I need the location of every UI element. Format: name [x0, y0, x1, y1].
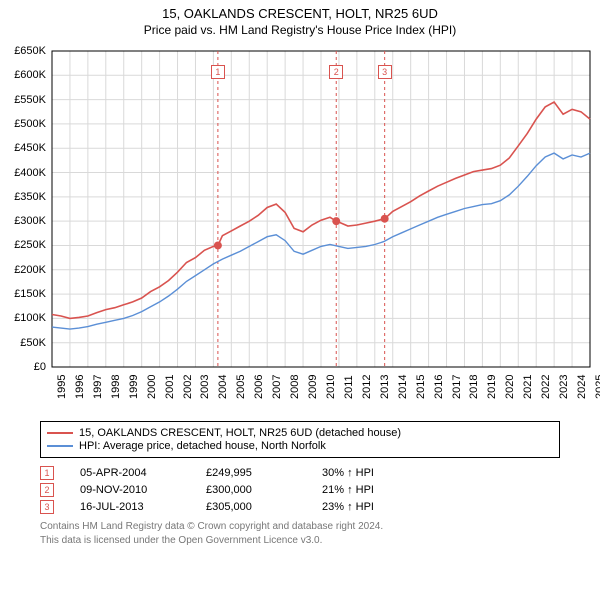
titles: 15, OAKLANDS CRESCENT, HOLT, NR25 6UD Pr…	[0, 0, 600, 37]
x-tick-label: 2001	[164, 375, 176, 399]
x-tick-label: 2024	[576, 375, 588, 399]
footer-line-2: This data is licensed under the Open Gov…	[40, 534, 560, 548]
x-tick-label: 2008	[289, 375, 301, 399]
x-tick-label: 2018	[468, 375, 480, 399]
sale-price: £305,000	[206, 501, 296, 513]
sale-marker: 3	[40, 500, 54, 514]
chart-subtitle: Price paid vs. HM Land Registry's House …	[0, 23, 600, 37]
sale-date: 05-APR-2004	[80, 467, 180, 479]
x-tick-label: 2013	[379, 375, 391, 399]
sale-point	[332, 217, 340, 225]
annotation-marker: 2	[329, 65, 343, 79]
x-tick-label: 2005	[235, 375, 247, 399]
x-tick-label: 2017	[451, 375, 463, 399]
y-tick-label: £650K	[6, 45, 46, 57]
y-tick-label: £100K	[6, 312, 46, 324]
x-tick-label: 2022	[540, 375, 552, 399]
x-tick-label: 2021	[522, 375, 534, 399]
x-tick-label: 2003	[199, 375, 211, 399]
sale-marker: 1	[40, 466, 54, 480]
y-tick-label: £150K	[6, 288, 46, 300]
y-tick-label: £600K	[6, 69, 46, 81]
footer-line-1: Contains HM Land Registry data © Crown c…	[40, 520, 560, 534]
sale-marker: 2	[40, 483, 54, 497]
x-tick-label: 2007	[271, 375, 283, 399]
y-tick-label: £500K	[6, 118, 46, 130]
sale-date: 16-JUL-2013	[80, 501, 180, 513]
sale-price: £300,000	[206, 484, 296, 496]
legend-item: HPI: Average price, detached house, Nort…	[47, 440, 553, 452]
sale-row: 3 16-JUL-2013 £305,000 23% ↑ HPI	[40, 500, 560, 514]
chart-svg	[0, 37, 600, 417]
below-chart: 15, OAKLANDS CRESCENT, HOLT, NR25 6UD (d…	[0, 417, 600, 555]
x-tick-label: 1998	[110, 375, 122, 399]
page: 15, OAKLANDS CRESCENT, HOLT, NR25 6UD Pr…	[0, 0, 600, 555]
sale-price: £249,995	[206, 467, 296, 479]
y-tick-label: £400K	[6, 167, 46, 179]
x-tick-label: 1996	[74, 375, 86, 399]
x-tick-label: 2011	[343, 375, 355, 399]
x-tick-label: 2009	[307, 375, 319, 399]
legend-label: 15, OAKLANDS CRESCENT, HOLT, NR25 6UD (d…	[79, 427, 401, 439]
sale-hpi-delta: 30% ↑ HPI	[322, 467, 374, 479]
x-tick-label: 2020	[504, 375, 516, 399]
x-tick-label: 2000	[146, 375, 158, 399]
legend-swatch	[47, 445, 73, 447]
x-tick-label: 2016	[433, 375, 445, 399]
y-tick-label: £50K	[6, 337, 46, 349]
sales-table: 1 05-APR-2004 £249,995 30% ↑ HPI 2 09-NOV-201…	[10, 466, 590, 514]
sale-point	[214, 241, 222, 249]
chart-area: £0 £50K £100K £150K £200K £250K £300K £350K £400…	[0, 37, 600, 417]
sale-hpi-delta: 21% ↑ HPI	[322, 484, 374, 496]
annotation-marker: 3	[378, 65, 392, 79]
x-tick-label: 1999	[128, 375, 140, 399]
legend-swatch	[47, 432, 73, 434]
sale-date: 09-NOV-2010	[80, 484, 180, 496]
x-tick-label: 2014	[397, 375, 409, 399]
y-tick-label: £450K	[6, 142, 46, 154]
x-tick-label: 2010	[325, 375, 337, 399]
y-tick-label: £0	[6, 361, 46, 373]
sale-row: 2 09-NOV-2010 £300,000 21% ↑ HPI	[40, 483, 560, 497]
x-tick-label: 2004	[217, 375, 229, 399]
x-tick-label: 1997	[92, 375, 104, 399]
sale-hpi-delta: 23% ↑ HPI	[322, 501, 374, 513]
x-tick-label: 2006	[253, 375, 265, 399]
x-tick-label: 2015	[415, 375, 427, 399]
y-tick-label: £250K	[6, 239, 46, 251]
x-tick-label: 1995	[56, 375, 68, 399]
footer: Contains HM Land Registry data © Crown c…	[40, 520, 560, 547]
sale-point	[381, 215, 389, 223]
x-tick-label: 2012	[361, 375, 373, 399]
x-tick-label: 2025	[594, 375, 600, 399]
legend: 15, OAKLANDS CRESCENT, HOLT, NR25 6UD (d…	[40, 421, 560, 458]
chart-title: 15, OAKLANDS CRESCENT, HOLT, NR25 6UD	[0, 6, 600, 21]
y-tick-label: £550K	[6, 94, 46, 106]
legend-label: HPI: Average price, detached house, Nort…	[79, 440, 326, 452]
x-tick-label: 2002	[182, 375, 194, 399]
y-tick-label: £350K	[6, 191, 46, 203]
annotation-marker: 1	[211, 65, 225, 79]
x-tick-label: 2019	[486, 375, 498, 399]
x-tick-label: 2023	[558, 375, 570, 399]
sale-row: 1 05-APR-2004 £249,995 30% ↑ HPI	[40, 466, 560, 480]
y-tick-label: £200K	[6, 264, 46, 276]
legend-item: 15, OAKLANDS CRESCENT, HOLT, NR25 6UD (d…	[47, 427, 553, 439]
y-tick-label: £300K	[6, 215, 46, 227]
